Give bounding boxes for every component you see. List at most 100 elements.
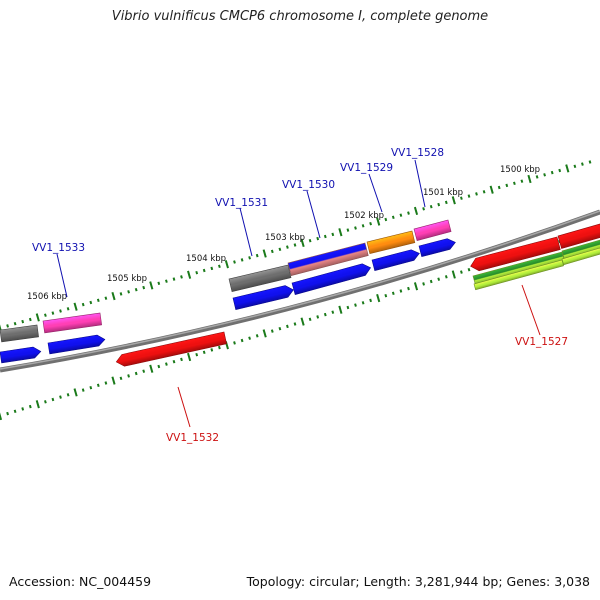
gene-label-vv1-1527[interactable]: VV1_1527 [515,336,568,348]
genome-backbone [0,209,600,373]
gene-label-vv1-1532[interactable]: VV1_1532 [166,432,219,444]
inner-minor-tick [13,409,17,414]
inner-minor-tick [202,350,206,355]
gene-pink-1528[interactable] [413,219,452,241]
gene-gray-1531[interactable] [228,264,292,293]
inner-minor-tick [354,303,357,307]
outer-minor-tick [513,181,516,186]
gene-gray-left[interactable] [0,324,39,343]
gene-blue-arrow-d[interactable] [291,262,372,295]
inner-minor-tick [134,371,138,376]
kbp-label-1503: 1503 kbp [265,233,305,243]
outer-major-tick [35,313,40,322]
kbp-label-1504: 1504 kbp [186,254,226,264]
inner-major-tick [413,282,419,291]
outer-tick-row [0,160,592,333]
outer-minor-tick [581,162,584,166]
outer-major-tick [527,174,532,184]
gene-label-vv1-1533[interactable]: VV1_1533 [32,242,85,254]
inner-minor-tick [391,291,395,296]
gene-green-right[interactable] [561,239,600,261]
inner-minor-tick [286,324,289,329]
kbp-label-1501: 1501 kbp [423,188,463,198]
gene-blue-arrow-c[interactable] [232,284,295,311]
leader-line-1531 [239,207,253,257]
gene-pink-1533[interactable] [42,312,103,334]
inner-minor-tick [361,301,365,305]
gene-blue-arrow-b[interactable] [47,334,106,355]
gene-label-vv1-1529[interactable]: VV1_1529 [340,162,393,174]
outer-minor-tick [210,266,214,271]
gene-blue-arrow-f[interactable] [418,237,457,258]
gene-label-vv1-1531[interactable]: VV1_1531 [215,197,268,209]
genome-summary-text: Topology: circular; Length: 3,281,944 bp… [246,574,590,589]
gene-lime-right[interactable] [561,247,600,266]
inner-minor-tick [255,334,259,338]
outer-minor-tick [81,302,85,307]
outer-minor-tick [444,200,448,205]
gene-labels: VV1_1533 VV1_1531 VV1_1530 VV1_1529 VV1_… [32,147,568,444]
inner-minor-tick [308,317,312,322]
outer-minor-tick [308,238,312,243]
outer-major-tick [413,206,419,216]
outer-minor-tick [460,196,463,200]
outer-minor-tick [255,253,259,258]
inner-minor-tick [444,275,448,279]
inner-minor-tick [195,352,199,357]
gene-blue-arrow-a[interactable] [0,346,42,364]
inner-major-tick [0,411,3,421]
kbp-label-1506: 1506 kbp [27,292,67,302]
gene-red-1527[interactable] [469,236,561,273]
gene-red-right[interactable] [557,223,600,249]
outer-minor-tick [21,319,25,324]
outer-major-tick [187,270,192,279]
outer-minor-tick [323,234,327,239]
outer-minor-tick [248,256,251,260]
outer-minor-tick [6,324,9,328]
gene-orange-1529[interactable] [366,230,416,255]
outer-minor-tick [520,179,524,183]
inner-minor-tick [127,374,130,378]
outer-major-tick [338,228,343,237]
inner-minor-tick [142,369,146,373]
kbp-label-1505: 1505 kbp [107,274,147,284]
outer-major-tick [300,238,305,248]
leader-line-1530 [306,190,321,239]
inner-minor-tick [81,388,85,392]
inner-minor-tick [28,404,32,409]
leader-line-1528 [414,159,426,208]
gene-red-1532[interactable] [115,331,227,368]
gene-blue-arrow-e[interactable] [371,248,421,272]
outer-major-tick [451,196,456,205]
outer-minor-tick [134,287,138,292]
outer-major-tick [262,249,267,258]
inner-minor-tick [467,267,471,272]
outer-minor-tick [66,307,70,311]
outer-minor-tick [497,185,501,190]
inner-major-tick [338,305,343,314]
leader-line-1529 [368,173,383,213]
kbp-label-1500: 1500 kbp [500,165,540,175]
outer-major-tick [111,291,116,301]
inner-minor-tick [119,376,123,381]
inner-minor-tick [180,357,183,362]
outer-minor-tick [218,264,221,269]
outer-major-tick [149,281,154,290]
outer-minor-tick [573,164,577,169]
inner-minor-tick [240,338,244,343]
outer-minor-tick [270,249,274,254]
gene-label-vv1-1530[interactable]: VV1_1530 [282,179,335,191]
genome-backbone-highlight [0,210,600,370]
inner-minor-tick [44,400,47,404]
inner-major-tick [149,364,154,373]
leader-line-1533 [56,253,68,298]
gene-lime-1527[interactable] [473,259,564,291]
outer-minor-tick [407,211,410,215]
gene-label-vv1-1528[interactable]: VV1_1528 [391,147,444,159]
outer-minor-tick [558,168,562,173]
outer-minor-tick [96,298,100,303]
inner-minor-tick [422,282,425,286]
gene-blue-1530[interactable] [287,242,369,276]
outer-minor-tick [119,292,123,296]
leader-line-1527 [521,284,541,336]
